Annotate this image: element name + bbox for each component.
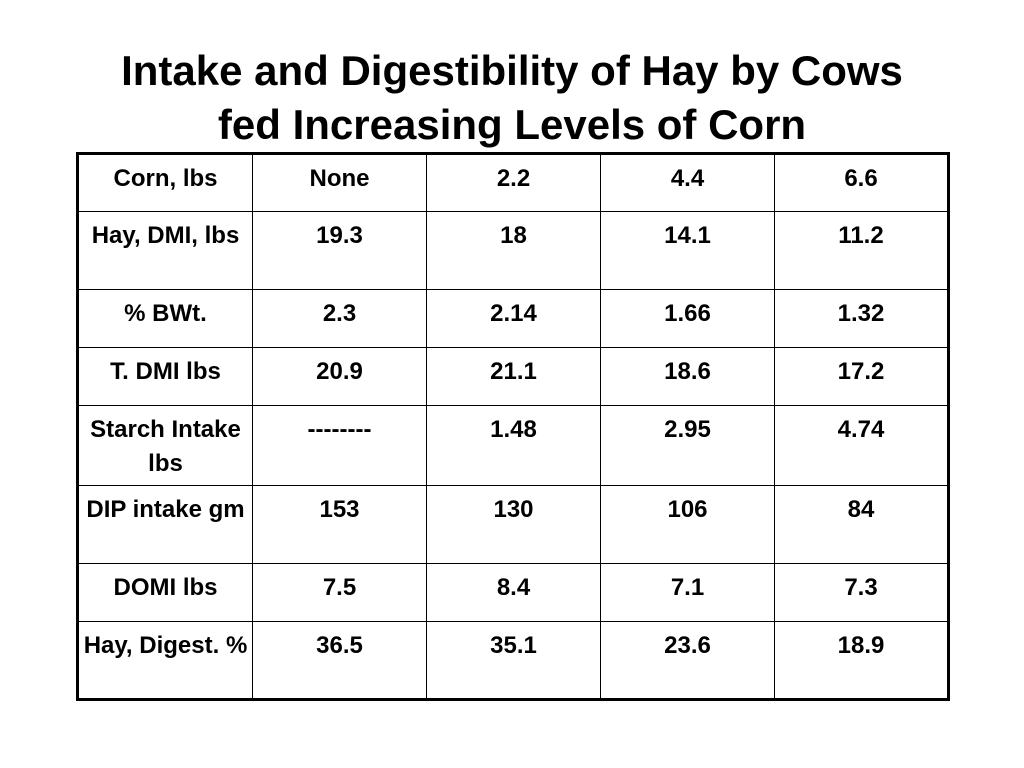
- table-cell: --------: [252, 405, 427, 486]
- table-cell: 8.4: [426, 563, 601, 622]
- table-row: % BWt. 2.3 2.14 1.66 1.32: [77, 289, 949, 348]
- table-cell: 18.9: [774, 621, 949, 700]
- table-cell: 6.6: [774, 153, 949, 212]
- table-cell: 130: [426, 485, 601, 564]
- table-cell: 36.5: [252, 621, 427, 700]
- table-row: Corn, lbs None 2.2 4.4 6.6: [77, 153, 949, 212]
- row-header-cell: % BWt.: [77, 289, 253, 348]
- table-cell: 19.3: [252, 211, 427, 290]
- row-header-cell: Hay, Digest. %: [77, 621, 253, 700]
- table-cell: 18.6: [600, 347, 775, 406]
- table-cell: 7.3: [774, 563, 949, 622]
- table-cell: 2.2: [426, 153, 601, 212]
- row-header-cell: Starch Intake lbs: [77, 405, 253, 486]
- table-cell: 11.2: [774, 211, 949, 290]
- slide-title: Intake and Digestibility of Hay by Cows …: [0, 44, 1024, 152]
- table-cell: 35.1: [426, 621, 601, 700]
- row-header-cell: Hay, DMI, lbs: [77, 211, 253, 290]
- table-cell: 1.48: [426, 405, 601, 486]
- table-cell: 17.2: [774, 347, 949, 406]
- table-cell: 2.14: [426, 289, 601, 348]
- table-cell: 20.9: [252, 347, 427, 406]
- table-cell: 1.32: [774, 289, 949, 348]
- table-row: DIP intake gm 153 130 106 84: [77, 485, 949, 564]
- slide-title-line-2: fed Increasing Levels of Corn: [217, 101, 807, 148]
- table-cell: 7.5: [252, 563, 427, 622]
- table-cell: 2.95: [600, 405, 775, 486]
- table-cell: 23.6: [600, 621, 775, 700]
- table-cell: 106: [600, 485, 775, 564]
- row-header-cell: Corn, lbs: [77, 153, 253, 212]
- row-header-cell: DOMI lbs: [77, 563, 253, 622]
- table-cell: 84: [774, 485, 949, 564]
- table-cell: 18: [426, 211, 601, 290]
- table-row: Starch Intake lbs -------- 1.48 2.95 4.7…: [77, 405, 949, 486]
- table-row: T. DMI lbs 20.9 21.1 18.6 17.2: [77, 347, 949, 406]
- row-header-cell: DIP intake gm: [77, 485, 253, 564]
- table-row: Hay, Digest. % 36.5 35.1 23.6 18.9: [77, 621, 949, 700]
- slide-title-line-1: Intake and Digestibility of Hay by Cows: [121, 47, 903, 94]
- data-table: Corn, lbs None 2.2 4.4 6.6 Hay, DMI, lbs…: [76, 152, 950, 701]
- table-cell: 1.66: [600, 289, 775, 348]
- table-cell: 7.1: [600, 563, 775, 622]
- table-cell: None: [252, 153, 427, 212]
- table-row: DOMI lbs 7.5 8.4 7.1 7.3: [77, 563, 949, 622]
- row-header-cell: T. DMI lbs: [77, 347, 253, 406]
- table-cell: 14.1: [600, 211, 775, 290]
- table-row: Hay, DMI, lbs 19.3 18 14.1 11.2: [77, 211, 949, 290]
- table-cell: 2.3: [252, 289, 427, 348]
- table-cell: 4.74: [774, 405, 949, 486]
- table-cell: 4.4: [600, 153, 775, 212]
- table-cell: 153: [252, 485, 427, 564]
- table-cell: 21.1: [426, 347, 601, 406]
